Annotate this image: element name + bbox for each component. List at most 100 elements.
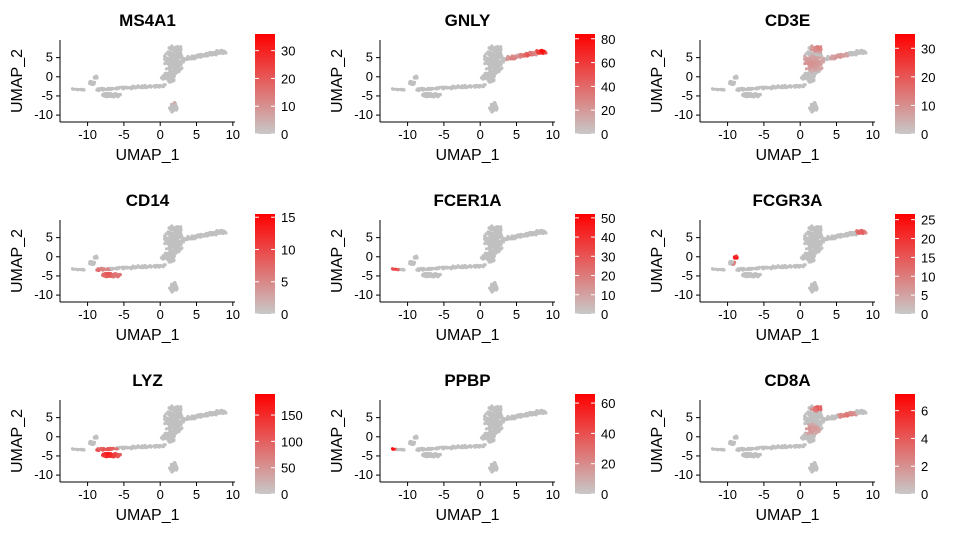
cell-point	[186, 235, 190, 239]
cell-point	[76, 88, 80, 92]
x-tick-label: 5	[833, 307, 840, 322]
cell-point	[178, 50, 182, 54]
cell-point	[481, 84, 485, 88]
y-tick-label: -10	[674, 287, 693, 302]
cell-point	[488, 256, 492, 260]
cell-point	[165, 59, 169, 63]
cell-point	[144, 86, 149, 90]
cell-point	[502, 56, 506, 61]
cell-point	[487, 52, 491, 57]
cell-point	[813, 238, 818, 242]
x-tick-label: -5	[438, 127, 450, 142]
cell-point	[172, 281, 176, 285]
cell-point	[483, 255, 487, 259]
cell-point	[498, 50, 502, 54]
cell-point	[402, 268, 406, 272]
x-tick-label: -10	[718, 127, 737, 142]
cell-point	[186, 55, 190, 60]
x-tick-label: 10	[866, 127, 880, 142]
cell-point	[202, 53, 207, 57]
cell-point	[493, 238, 498, 242]
cell-point	[441, 85, 445, 89]
cell-point	[153, 85, 157, 89]
y-tick-label: 0	[366, 69, 373, 84]
cell-point	[171, 258, 175, 262]
cell-point	[109, 93, 113, 98]
cell-point	[422, 94, 426, 98]
cell-point	[749, 93, 753, 98]
cell-point	[495, 61, 500, 65]
cell-point	[477, 84, 482, 88]
cell-points	[70, 224, 228, 294]
cell-point	[451, 85, 456, 89]
cell-point	[526, 53, 530, 57]
cell-point	[804, 247, 809, 251]
cell-point	[807, 57, 811, 61]
cell-point	[496, 56, 500, 60]
cell-point	[161, 264, 165, 268]
legend-tick-label: 20	[601, 269, 615, 284]
y-tick-label: 0	[46, 69, 53, 84]
cell-point	[436, 94, 440, 98]
cell-point	[425, 87, 429, 91]
cell-point	[391, 87, 395, 91]
cell-point	[173, 238, 178, 242]
cell-point	[206, 53, 210, 57]
cell-point	[180, 246, 184, 250]
cell-point	[165, 239, 169, 243]
cell-point	[176, 56, 180, 60]
cell-point	[71, 267, 75, 271]
legend-tick-label: 0	[601, 127, 608, 142]
cell-point	[462, 264, 466, 268]
y-tick-label: 0	[686, 69, 693, 84]
x-tick-label: 10	[226, 127, 240, 142]
cell-point	[408, 82, 412, 86]
cell-point	[813, 104, 817, 108]
cell-point	[532, 52, 536, 56]
cell-point	[771, 85, 776, 89]
cell-point	[171, 236, 175, 240]
color-legend-bar	[255, 214, 275, 314]
cell-point	[813, 47, 817, 52]
x-tick-label: 5	[513, 127, 520, 142]
cell-point	[144, 266, 149, 270]
cell-point	[202, 233, 207, 237]
cell-point	[464, 86, 469, 90]
x-axis-label: UMAP_1	[435, 327, 499, 344]
cell-point	[808, 256, 813, 260]
cell-point	[513, 56, 518, 60]
cell-point	[852, 52, 856, 56]
cell-point	[532, 232, 536, 236]
cell-point	[168, 287, 172, 291]
y-tick-label: 5	[46, 230, 53, 245]
cell-point	[167, 46, 171, 50]
cell-point	[109, 273, 113, 278]
cell-point	[522, 53, 527, 57]
x-tick-label: -10	[78, 307, 97, 322]
y-axis-label: UMAP_2	[649, 229, 666, 293]
cell-point	[745, 87, 749, 91]
legend-tick-label: 80	[601, 32, 615, 47]
x-tick-label: -10	[78, 127, 97, 142]
cell-point	[116, 274, 120, 278]
cell-point	[803, 255, 807, 259]
cell-point	[90, 80, 94, 84]
cell-point	[864, 51, 868, 55]
y-tick-label: 5	[366, 50, 373, 65]
cell-point	[98, 267, 102, 271]
cell-point	[765, 86, 770, 90]
cell-point	[173, 47, 177, 52]
cell-point	[109, 87, 114, 91]
cell-point	[500, 246, 504, 250]
cell-point	[429, 87, 434, 91]
cell-point	[488, 240, 492, 244]
cell-point	[464, 266, 469, 270]
cell-point	[776, 85, 780, 89]
cell-point	[167, 237, 171, 241]
cell-point	[526, 233, 530, 237]
cell-point	[212, 232, 216, 236]
x-tick-label: 0	[797, 127, 804, 142]
legend-tick-label: 20	[601, 103, 615, 118]
cell-point	[830, 55, 835, 59]
cell-point	[402, 88, 406, 92]
